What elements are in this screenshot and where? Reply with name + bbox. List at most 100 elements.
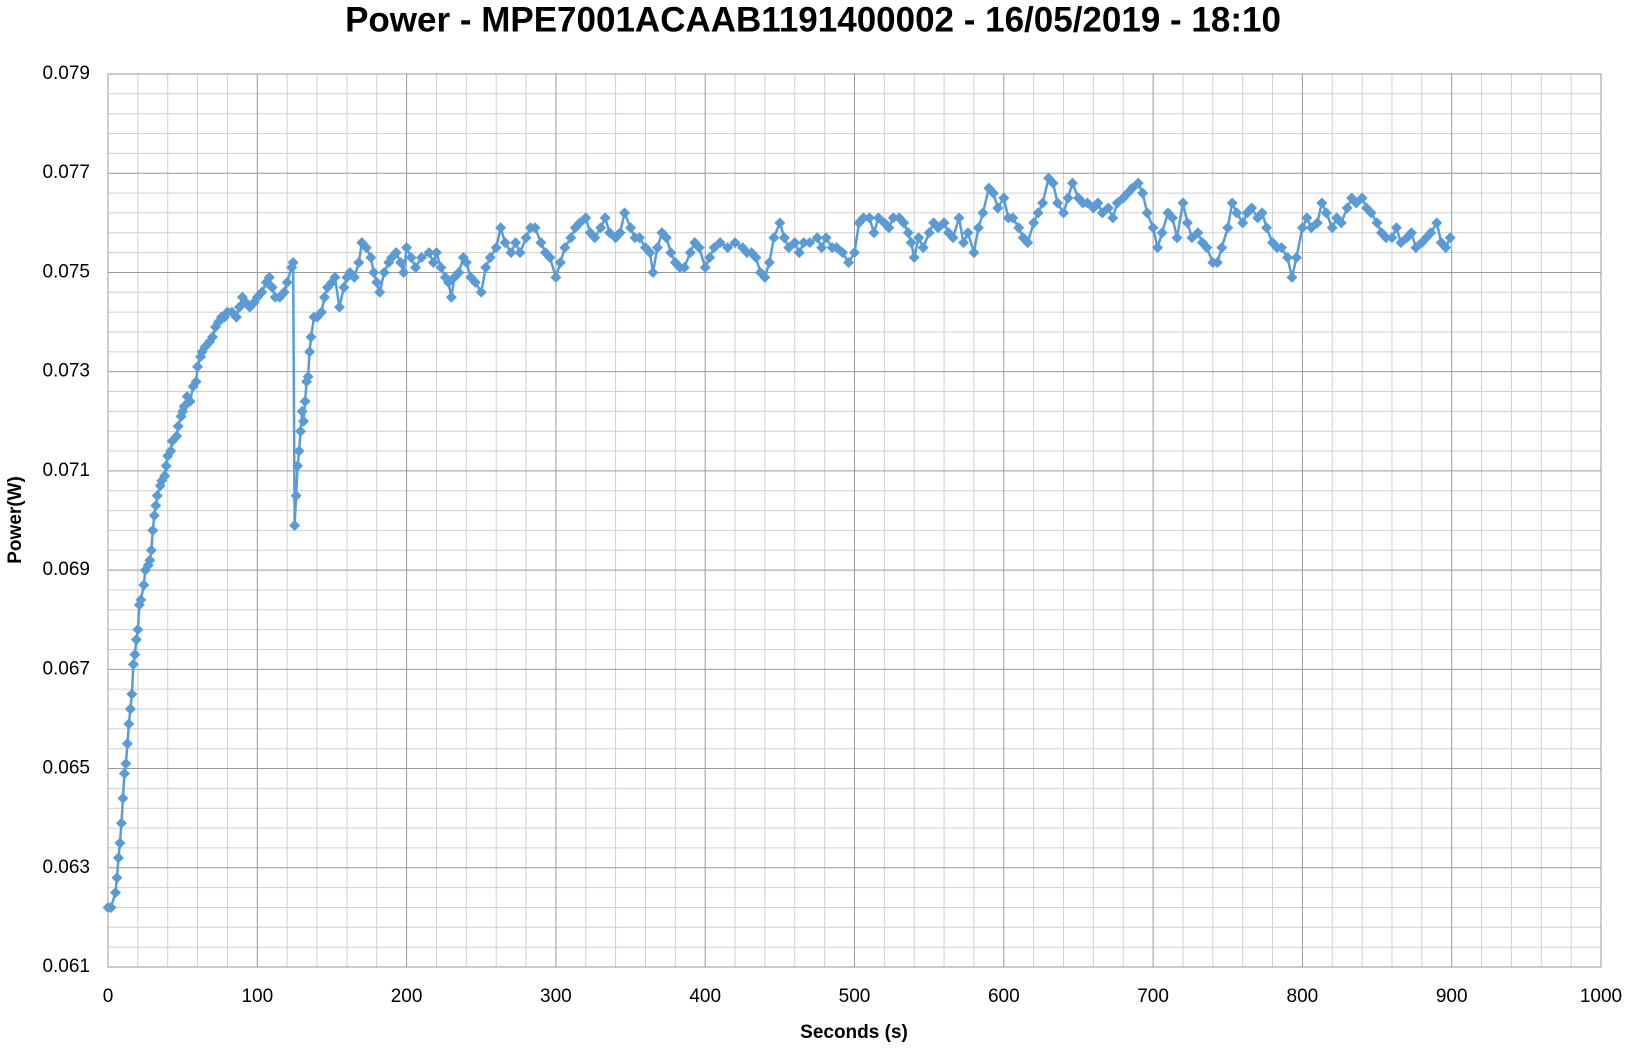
data-point [499,237,511,249]
data-point [883,222,895,234]
data-point [338,281,350,293]
data-point [480,261,492,273]
data-point [401,242,413,254]
data-point [1177,197,1189,209]
y-axis-title: Power(W) [5,476,26,564]
y-tick-label: 0.073 [42,361,90,382]
data-point [1147,222,1159,234]
data-point [651,242,663,254]
data-point [1390,222,1402,234]
data-point [1286,271,1298,283]
data-point [1062,192,1074,204]
data-point [281,276,293,288]
data-point [992,202,1004,214]
data-point [804,237,816,249]
data-point [129,648,141,660]
data-point [1341,202,1353,214]
data-point [1296,222,1308,234]
data-point [1231,207,1243,219]
data-point [360,242,372,254]
data-point [1356,192,1368,204]
data-point [550,271,562,283]
data-point [126,688,138,700]
data-point [453,266,465,278]
data-point [111,872,123,884]
data-point [1171,232,1183,244]
data-point [395,257,407,269]
data-point [289,519,301,531]
data-point [660,232,672,244]
data-point [353,257,365,269]
data-point [595,222,607,234]
data-point [763,257,775,269]
data-point [1032,207,1044,219]
grid [107,73,1602,968]
ticks: 0 100 200 300 400 500 600 700 800 900 1000 0.061 0.0… [42,63,1622,1007]
x-axis-title: Seconds (s) [800,1022,908,1043]
data-point [127,658,139,670]
data-point [837,247,849,259]
data-point [793,247,805,259]
data-point [514,247,526,259]
data-point [118,768,130,780]
data-point [114,837,126,849]
data-point [109,887,121,899]
data-point [1326,222,1338,234]
data-point [898,217,910,229]
data-point [843,257,855,269]
data-point [1037,197,1049,209]
data-point [554,257,566,269]
data-point [1092,197,1104,209]
data-point [374,286,386,298]
data-point [1226,197,1238,209]
x-tick-label: 200 [391,986,423,1007]
data-point [1132,177,1144,189]
data-point [1058,207,1070,219]
data-point [1052,197,1064,209]
data-point [469,276,481,288]
data-point [1311,217,1323,229]
data-point [184,395,196,407]
data-point [298,415,310,427]
data-point [192,361,204,373]
data-point [159,470,171,482]
y-tick-label: 0.075 [42,261,90,282]
data-point [1102,202,1114,214]
data-point [972,222,984,234]
plot [102,172,1456,913]
data-point [644,247,656,259]
data-point [1261,222,1273,234]
x-tick-label: 0 [103,986,114,1007]
data-point [398,266,410,278]
data-point [1066,177,1078,189]
data-point [1301,212,1313,224]
y-tick-label: 0.077 [42,162,90,183]
data-point [535,237,547,249]
data-point [998,192,1010,204]
data-point [333,301,345,313]
data-point [1211,257,1223,269]
data-point [902,227,914,239]
data-point [1216,242,1228,254]
data-point [722,242,734,254]
data-point [947,232,959,244]
data-point [913,232,925,244]
data-point [1405,227,1417,239]
x-tick-label: 100 [241,986,273,1007]
data-point [190,376,202,388]
data-point [430,247,442,259]
data-point [816,242,828,254]
data-point [647,266,659,278]
x-tick-label: 900 [1436,986,1468,1007]
data-point [378,266,390,278]
data-point [123,718,135,730]
data-point [151,490,163,502]
data-point [1237,217,1249,229]
data-point [124,703,136,715]
y-tick-label: 0.061 [42,956,90,977]
data-point [495,222,507,234]
data-point [423,247,435,259]
data-point [365,252,377,264]
